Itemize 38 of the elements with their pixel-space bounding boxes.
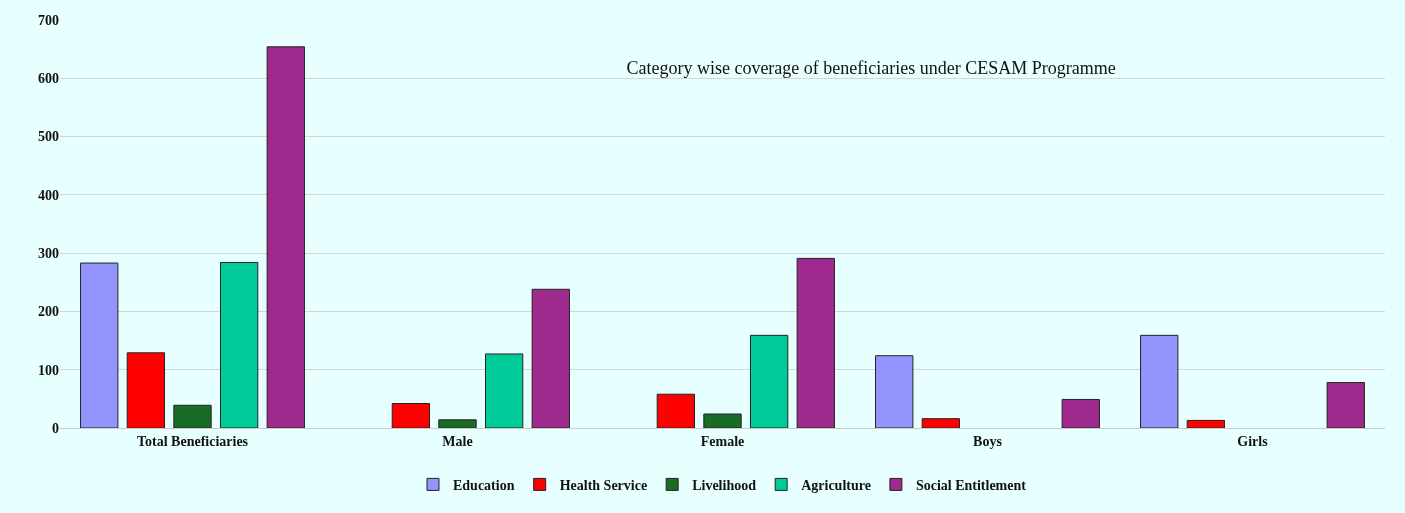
bar — [531, 288, 570, 428]
bar — [266, 46, 305, 428]
x-tick-label: Boys — [973, 433, 1003, 449]
bar — [80, 262, 119, 428]
x-tick-label: Male — [442, 433, 473, 449]
bar — [1140, 334, 1179, 428]
y-tick-label: 100 — [38, 362, 59, 378]
x-tick-label: Female — [700, 433, 745, 449]
y-tick-label: 700 — [38, 12, 59, 28]
x-tick-label: Total Beneficiaries — [136, 433, 249, 449]
x-tick-label: Girls — [1237, 433, 1269, 449]
bar — [438, 419, 477, 428]
y-tick-label: 200 — [38, 304, 59, 320]
bar — [875, 355, 914, 428]
y-tick-label: 600 — [38, 71, 59, 87]
y-tick-label: 400 — [38, 187, 59, 203]
bar — [1186, 419, 1226, 428]
y-tick-label: 500 — [38, 129, 59, 145]
bar — [484, 353, 524, 428]
bar — [749, 334, 789, 428]
y-tick-label: 0 — [52, 420, 59, 436]
bar — [173, 404, 212, 428]
bar — [656, 393, 696, 428]
legend-label: Education — [453, 477, 515, 493]
legend-label: Social Entitlement — [915, 477, 1027, 493]
bar — [796, 257, 835, 428]
bar — [1061, 398, 1100, 428]
bar — [921, 418, 961, 428]
legend-label: Health Service — [559, 477, 648, 493]
bar — [703, 413, 742, 428]
bar — [1326, 382, 1365, 428]
legend-label: Agriculture — [801, 477, 871, 493]
bar — [219, 261, 259, 428]
bar — [126, 352, 166, 428]
y-tick-label: 300 — [38, 246, 59, 262]
legend-label: Livelihood — [692, 477, 757, 493]
text: Category wise coverage of beneficiaries under CESAM Programme — [626, 58, 1116, 79]
bar — [391, 403, 431, 428]
